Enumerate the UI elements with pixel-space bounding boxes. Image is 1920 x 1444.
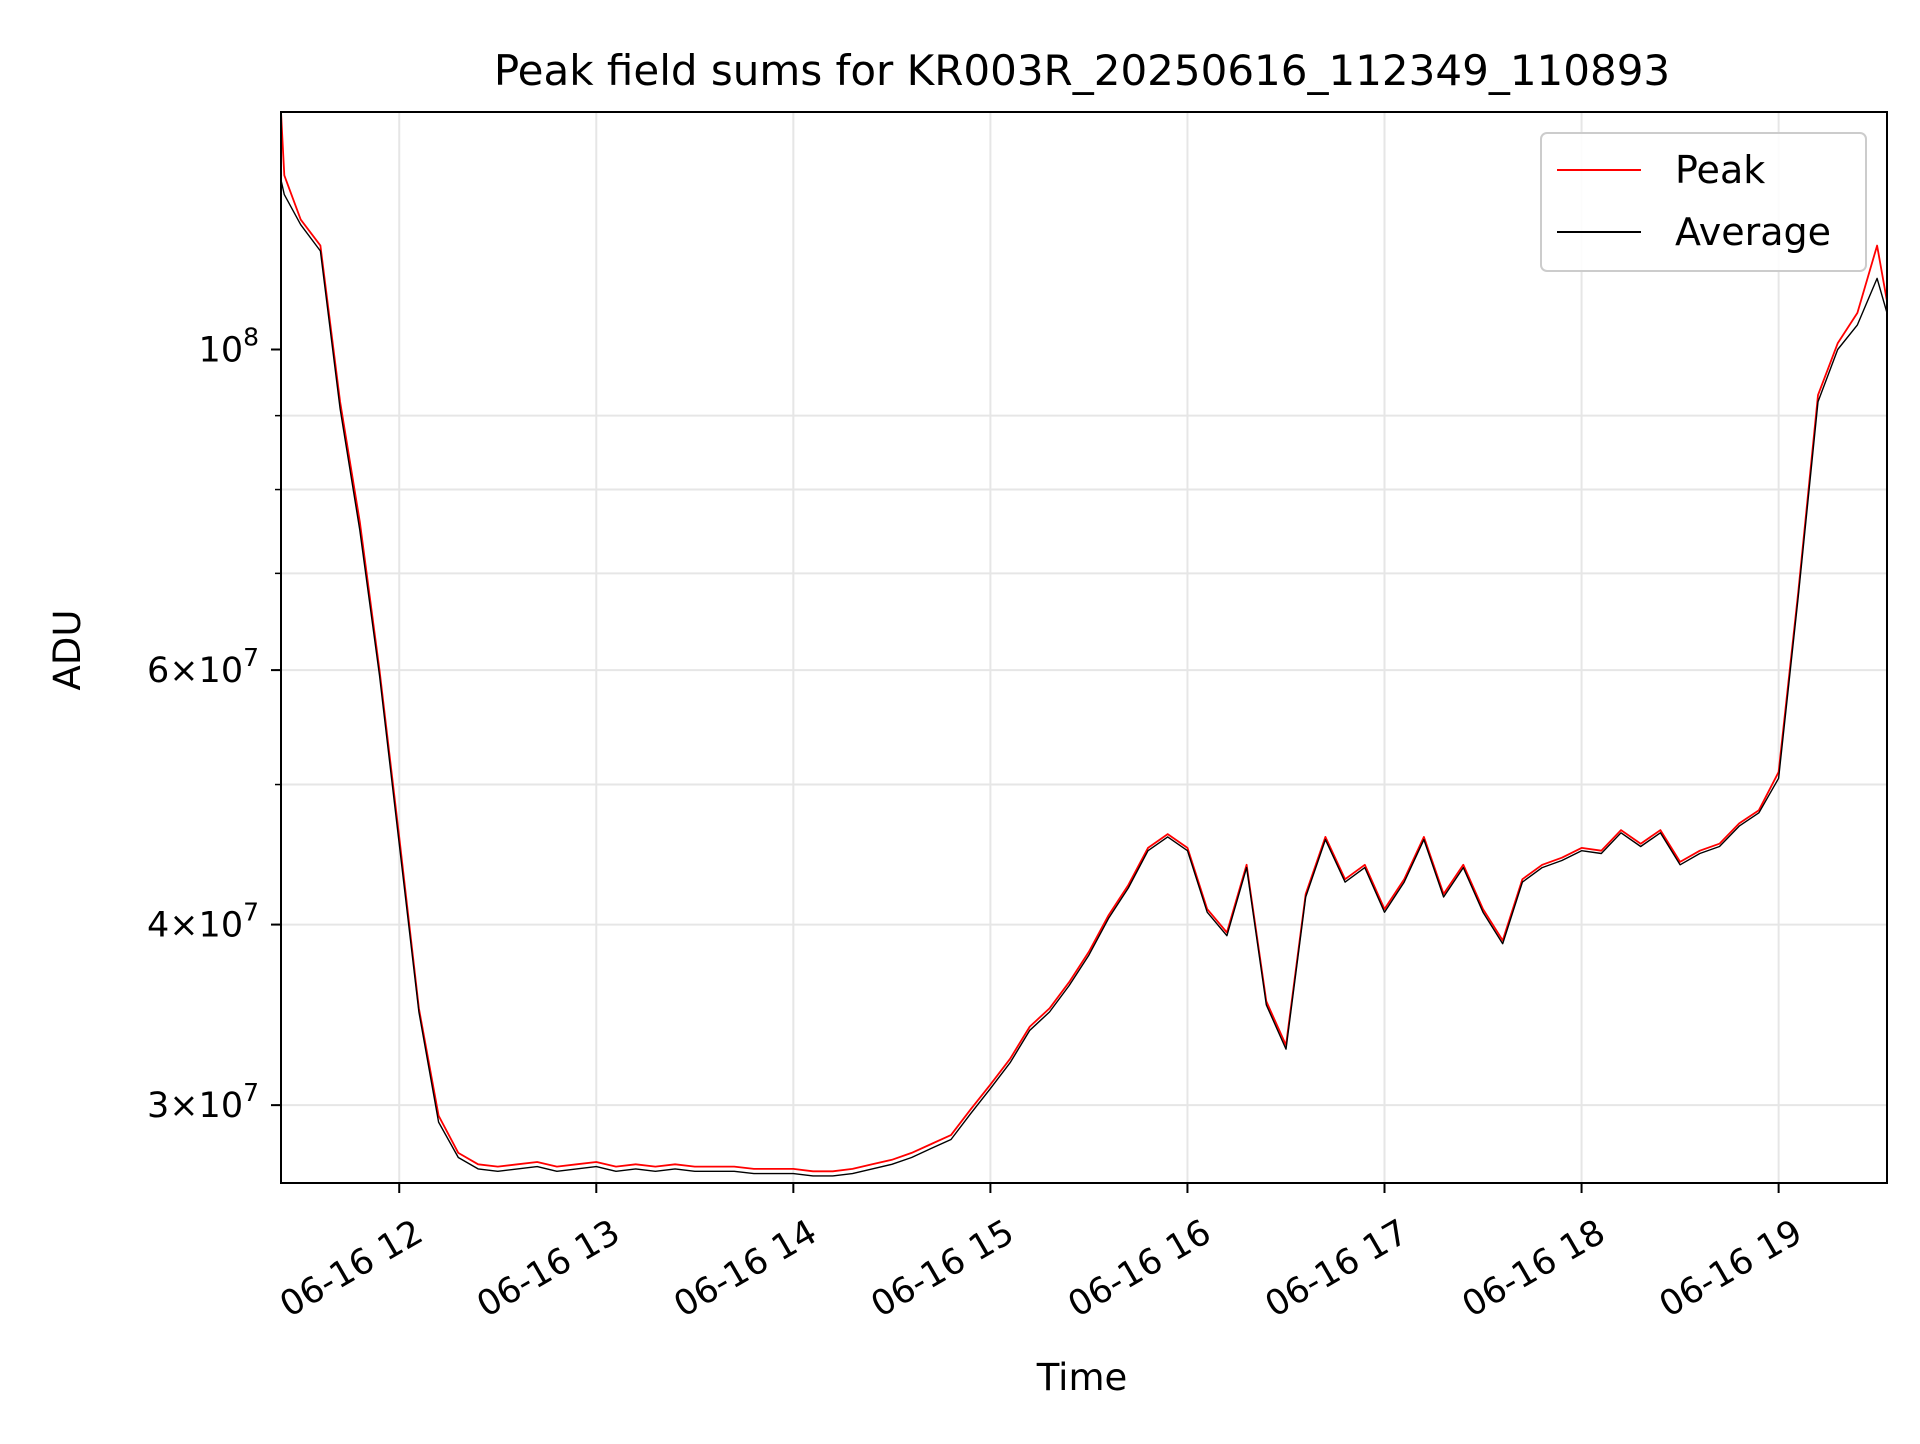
grid-lines <box>281 112 1887 1183</box>
x-axis-label: Time <box>1036 1356 1128 1399</box>
legend-box <box>1540 132 1867 272</box>
y-tick-label: 4×107 <box>147 898 259 946</box>
series-line-average <box>281 179 1887 1177</box>
legend-label: Peak <box>1675 148 1765 192</box>
y-tick-label: 108 <box>199 323 259 371</box>
y-tick-label: 6×107 <box>147 643 259 691</box>
y-axis-label: ADU <box>46 610 89 691</box>
series-layer <box>281 112 1887 1177</box>
chart-title: Peak field sums for KR003R_20250616_1123… <box>494 46 1670 95</box>
legend-label: Average <box>1675 210 1831 254</box>
series-line-peak <box>281 112 1887 1173</box>
y-tick-label: 3×107 <box>147 1078 259 1126</box>
plot-frame <box>280 111 1888 1184</box>
legend: Peak Average <box>1540 132 1867 272</box>
